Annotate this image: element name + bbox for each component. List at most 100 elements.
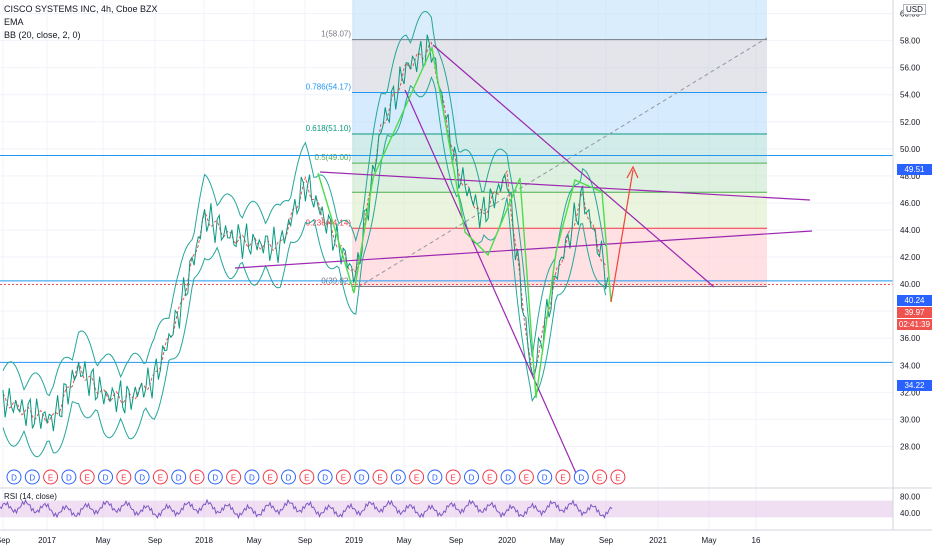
fib-level-label: 0.786(54.17) (306, 82, 352, 91)
event-circle (98, 469, 113, 485)
time-tick-label: 2018 (195, 536, 213, 545)
event-label: E (268, 474, 273, 483)
drawing-tools (234, 44, 813, 483)
fib-zone (352, 133, 767, 164)
channel-line-upper (319, 171, 811, 201)
bb-upper (2, 10, 607, 397)
ema-label[interactable]: EMA (4, 17, 24, 27)
time-tick-label: May (701, 536, 716, 545)
time-tick-label: May (95, 536, 110, 545)
price-tick-label: 30.00 (900, 415, 921, 424)
event-circle (518, 469, 534, 485)
time-tick-label: May (396, 536, 411, 545)
price-badge-34-22: 34.22 (897, 380, 932, 391)
wave-pattern (317, 45, 612, 399)
event-label: E (414, 474, 419, 483)
event-label: E (194, 474, 199, 483)
rsi-pane: RSI (14, close) 80.00 40.00 (0, 487, 932, 520)
event-label: D (286, 474, 292, 483)
event-circle (555, 469, 571, 485)
event-label: E (560, 474, 565, 483)
event-circle (43, 469, 59, 485)
event-circle (116, 469, 132, 485)
event-label: D (249, 474, 255, 483)
event-label: D (212, 474, 218, 483)
event-label: E (524, 474, 529, 483)
event-label: D (359, 474, 365, 483)
event-label: D (103, 474, 109, 483)
fib-level-label: 0.5(49.00) (315, 153, 352, 162)
channel-line-lower (234, 230, 813, 269)
time-tick-label: 2019 (345, 536, 363, 545)
price-badge-40-24: 40.24 (897, 295, 932, 306)
price-tick-label: 52.00 (900, 118, 921, 127)
rsi-tick-label: 40.00 (900, 509, 921, 518)
event-circle (464, 469, 479, 485)
price-badge-49-51: 49.51 (897, 164, 932, 175)
event-label: E (121, 474, 126, 483)
bb-lower (2, 76, 607, 458)
event-label: E (48, 474, 53, 483)
event-label: E (158, 474, 163, 483)
projection-arrowhead (626, 165, 639, 179)
event-circle (134, 469, 150, 485)
price-axis: 60.0058.0056.0054.0052.0050.0048.0046.00… (892, 0, 921, 530)
event-label: D (139, 474, 145, 483)
event-label: D (322, 474, 328, 483)
event-circle (226, 469, 242, 485)
projection-arrow (610, 169, 634, 303)
event-circle (61, 469, 77, 485)
price-tick-label: 28.00 (900, 442, 921, 451)
time-tick-label: Sep (599, 536, 614, 545)
fib-level-label: 1(58.07) (321, 30, 351, 39)
time-tick-label: Sep (298, 536, 313, 545)
event-label: D (505, 474, 511, 483)
price-tick-label: 56.00 (900, 64, 921, 73)
price-tick-label: 40.00 (900, 280, 921, 289)
fib-zone-upper (352, 0, 767, 40)
time-tick-label: May (246, 536, 261, 545)
event-label: E (85, 474, 90, 483)
time-tick-label: 2020 (498, 536, 516, 545)
event-circle (171, 469, 187, 485)
time-tick-label: Sep (0, 536, 11, 545)
event-circle (427, 469, 443, 485)
bb-label[interactable]: BB (20, close, 2, 0) (4, 30, 81, 40)
countdown-badge: 02:41:39 (897, 319, 932, 330)
event-circle (537, 469, 553, 485)
price-tick-label: 46.00 (900, 199, 921, 208)
event-label: E (615, 474, 620, 483)
event-circle (390, 469, 406, 485)
price-tick-label: 34.00 (900, 361, 921, 370)
event-label: E (231, 474, 236, 483)
event-label: E (451, 474, 456, 483)
event-label: D (432, 474, 438, 483)
time-tick-label: Sep (449, 536, 464, 545)
horizontal-lines (0, 154, 893, 363)
price-line (2, 34, 609, 432)
event-circle (372, 469, 388, 485)
event-label: D (176, 474, 182, 483)
time-tick-label: May (549, 536, 564, 545)
event-label: E (597, 474, 602, 483)
trendline-upper (432, 44, 715, 288)
event-circle (445, 469, 461, 485)
price-tick-label: 42.00 (900, 253, 921, 262)
event-circle (317, 469, 333, 485)
fib-zone (352, 92, 767, 134)
event-label: E (377, 474, 382, 483)
event-circle (207, 469, 223, 485)
price-series (2, 10, 609, 458)
fib-level-label: 0.618(51.10) (306, 124, 352, 133)
event-circle (592, 469, 608, 485)
currency-label[interactable]: USD (903, 4, 926, 15)
price-badge-39-97: 39.97 (897, 307, 932, 318)
event-circle (244, 469, 260, 485)
rsi-tick-label: 80.00 (900, 492, 921, 501)
event-label: D (29, 474, 35, 483)
price-tick-label: 48.00 (900, 172, 921, 181)
event-label: D (469, 474, 475, 483)
event-circle (409, 469, 425, 485)
